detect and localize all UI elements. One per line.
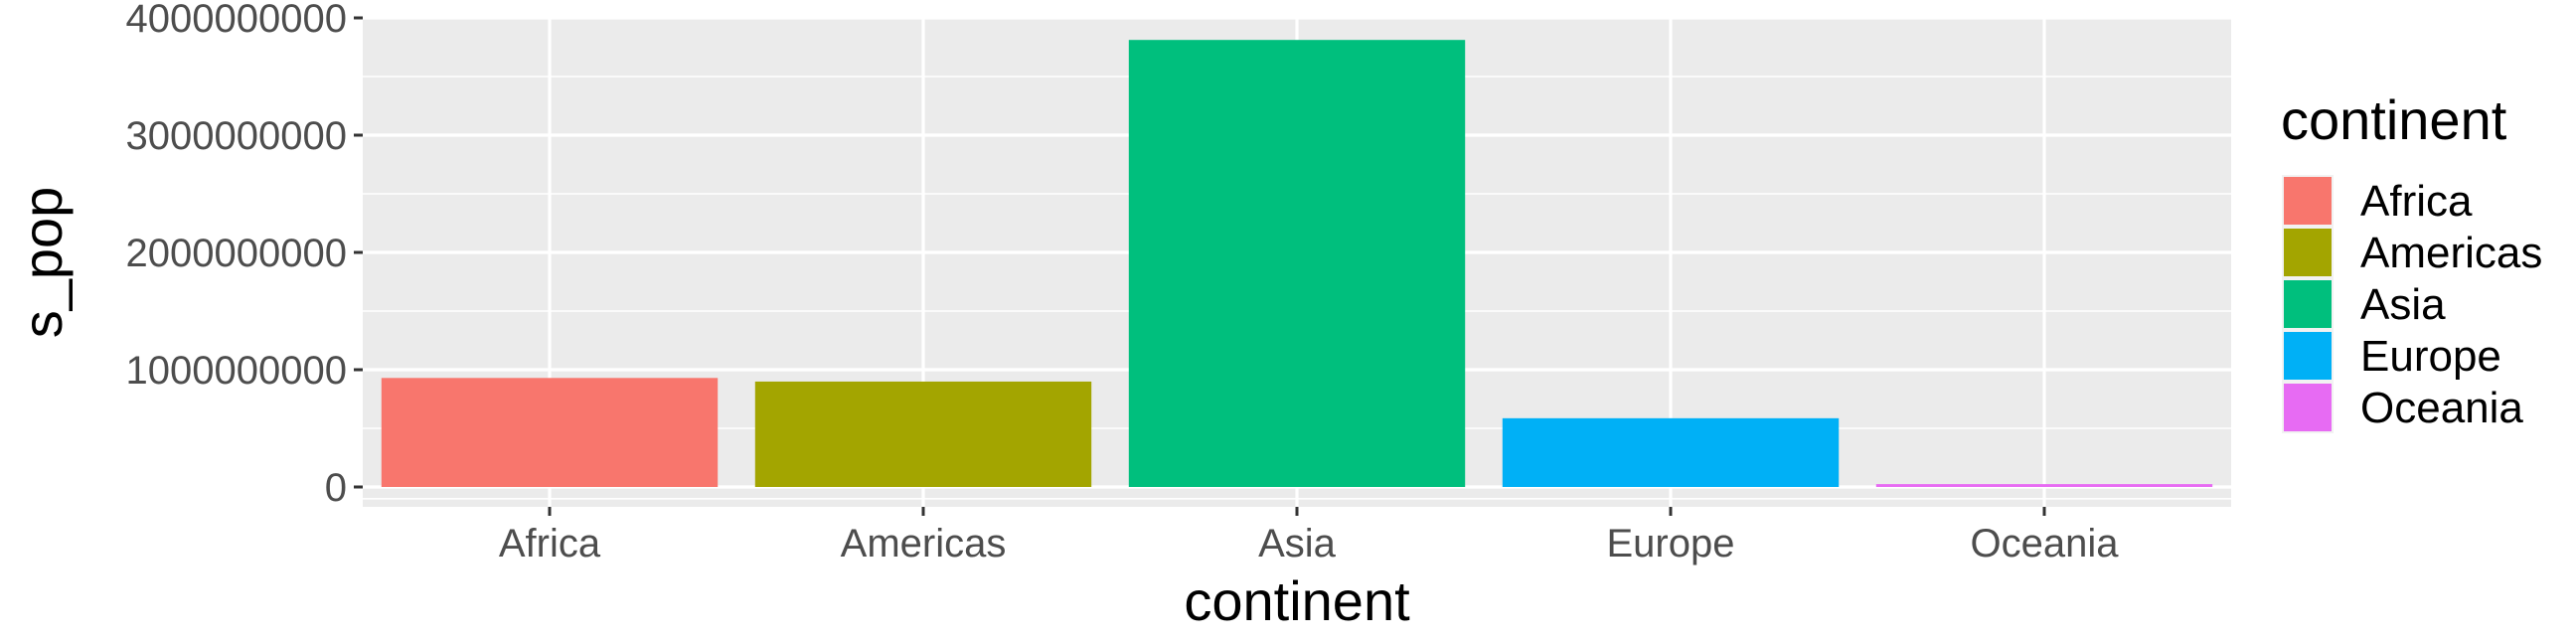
legend-label: Asia	[2360, 280, 2446, 329]
legend-label: Africa	[2360, 177, 2473, 226]
bar-americas	[754, 381, 1092, 487]
bar-africa	[381, 378, 719, 487]
legend-label: Europe	[2360, 332, 2501, 381]
x-tick-label: Oceania	[1971, 522, 2120, 565]
x-tick-label: Africa	[499, 522, 601, 565]
y-axis-title: s_pop	[11, 187, 74, 339]
y-tick-label: 1000000000	[126, 349, 347, 393]
y-axis-ticks: 0 1000000000 2000000000 3000000000 400000000…	[126, 0, 363, 510]
bar-asia	[1128, 40, 1466, 487]
x-axis-title: continent	[1184, 569, 1410, 632]
bar-europe	[1502, 417, 1840, 487]
legend-key-americas	[2284, 229, 2332, 276]
legend-label: Oceania	[2360, 384, 2523, 432]
legend-key-europe	[2284, 332, 2332, 380]
legend-label: Americas	[2360, 229, 2542, 277]
bars	[381, 40, 2213, 487]
y-tick-label: 0	[325, 466, 347, 510]
x-axis-ticks: Africa Americas Asia Europe Oceania	[499, 507, 2119, 565]
y-tick-label: 2000000000	[126, 232, 347, 275]
legend-key-africa	[2284, 177, 2332, 225]
y-tick-label: 3000000000	[126, 114, 347, 158]
legend-key-oceania	[2284, 384, 2332, 431]
legend-key-asia	[2284, 280, 2332, 328]
bar-oceania	[1875, 484, 2213, 487]
x-tick-label: Europe	[1607, 522, 1735, 565]
x-tick-label: Americas	[841, 522, 1007, 565]
x-tick-label: Asia	[1258, 522, 1337, 565]
y-tick-label: 4000000000	[126, 0, 347, 41]
legend-title: continent	[2281, 88, 2507, 151]
